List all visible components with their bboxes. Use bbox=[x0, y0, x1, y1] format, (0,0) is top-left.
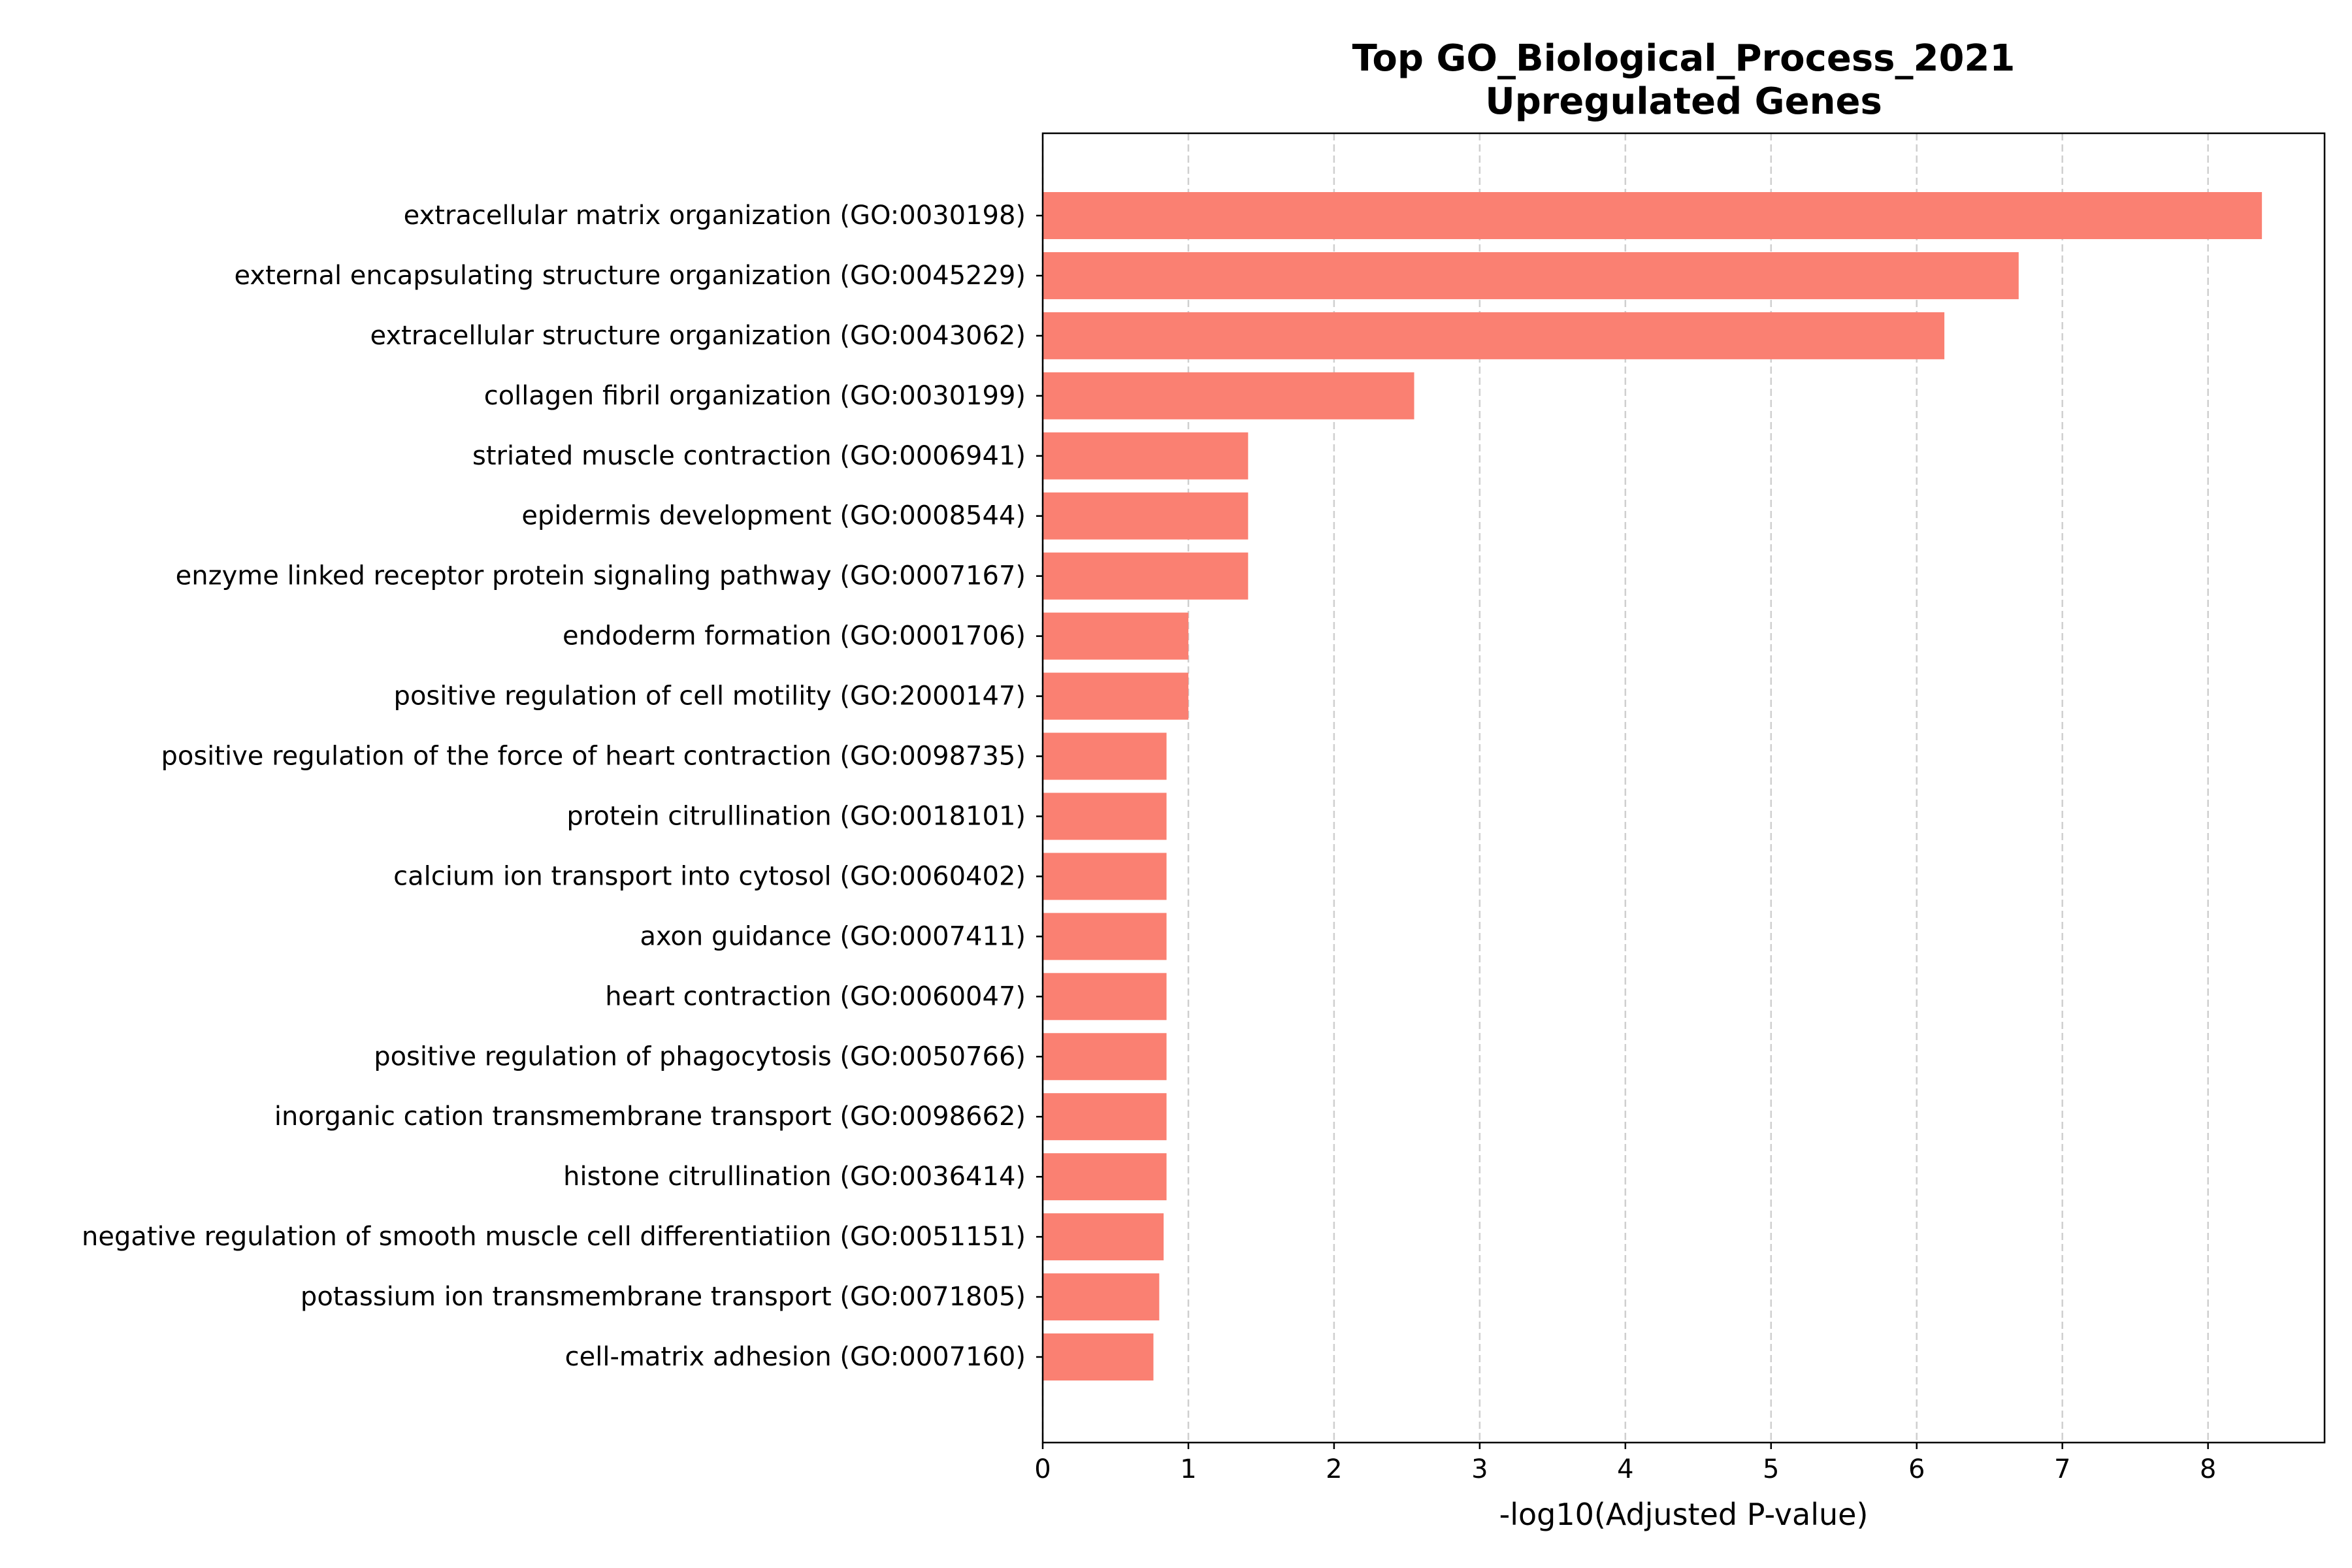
bar bbox=[1043, 853, 1167, 900]
bar bbox=[1043, 792, 1167, 840]
chart-title-line-1: Top GO_Biological_Process_2021 bbox=[1352, 37, 2016, 80]
bar bbox=[1043, 372, 1414, 419]
category-label: epidermis development (GO:0008544) bbox=[521, 501, 1026, 531]
x-tick-label: 5 bbox=[1763, 1454, 1779, 1484]
bar bbox=[1043, 1273, 1160, 1321]
bar bbox=[1043, 192, 2262, 239]
category-label: heart contraction (GO:0060047) bbox=[605, 981, 1026, 1011]
bar bbox=[1043, 1093, 1167, 1141]
bar bbox=[1043, 913, 1167, 960]
category-label: cell-matrix adhesion (GO:0007160) bbox=[565, 1342, 1026, 1372]
bar bbox=[1043, 1033, 1167, 1081]
category-label: extracellular matrix organization (GO:00… bbox=[404, 201, 1026, 231]
category-label: calcium ion transport into cytosol (GO:0… bbox=[393, 861, 1026, 891]
category-label: endoderm formation (GO:0001706) bbox=[563, 621, 1026, 651]
plot-frame bbox=[1041, 132, 2326, 1444]
x-axis-label: -log10(Adjusted P-value) bbox=[1499, 1497, 1869, 1532]
bar bbox=[1043, 252, 2019, 299]
x-tick-label: 0 bbox=[1034, 1454, 1051, 1484]
x-tick-label: 7 bbox=[2054, 1454, 2070, 1484]
category-label: positive regulation of cell motility (GO… bbox=[394, 681, 1026, 711]
bar bbox=[1043, 973, 1167, 1021]
category-label: positive regulation of the force of hear… bbox=[161, 742, 1026, 772]
category-label: positive regulation of phagocytosis (GO:… bbox=[374, 1041, 1026, 1071]
bar bbox=[1043, 732, 1167, 780]
category-label: external encapsulating structure organiz… bbox=[234, 261, 1026, 291]
bar bbox=[1043, 312, 1945, 359]
category-label: axon guidance (GO:0007411) bbox=[640, 921, 1026, 951]
category-label: striated muscle contraction (GO:0006941) bbox=[472, 441, 1026, 471]
bar bbox=[1043, 1153, 1167, 1201]
category-label: extracellular structure organization (GO… bbox=[370, 321, 1026, 351]
x-tick-label: 8 bbox=[2200, 1454, 2216, 1484]
category-label: collagen fibril organization (GO:0030199… bbox=[484, 381, 1026, 411]
chart-title-line-2: Upregulated Genes bbox=[1485, 80, 1882, 123]
category-label: negative regulation of smooth muscle cel… bbox=[82, 1222, 1026, 1252]
bar bbox=[1043, 552, 1249, 600]
bar bbox=[1043, 492, 1249, 540]
category-label: potassium ion transmembrane transport (G… bbox=[301, 1282, 1026, 1312]
x-tick-label: 2 bbox=[1326, 1454, 1342, 1484]
x-tick-label: 1 bbox=[1180, 1454, 1196, 1484]
category-label: inorganic cation transmembrane transport… bbox=[274, 1102, 1026, 1132]
bar bbox=[1043, 432, 1249, 480]
x-tick-label: 6 bbox=[1908, 1454, 1925, 1484]
category-label: protein citrullination (GO:0018101) bbox=[566, 801, 1026, 831]
bar bbox=[1043, 1333, 1154, 1380]
x-tick-label: 4 bbox=[1617, 1454, 1633, 1484]
bar bbox=[1043, 1213, 1164, 1261]
category-label: enzyme linked receptor protein signaling… bbox=[176, 561, 1026, 591]
category-label: histone citrullination (GO:0036414) bbox=[563, 1162, 1026, 1192]
bar bbox=[1043, 672, 1188, 720]
bar bbox=[1043, 612, 1188, 660]
x-tick-label: 3 bbox=[1471, 1454, 1488, 1484]
